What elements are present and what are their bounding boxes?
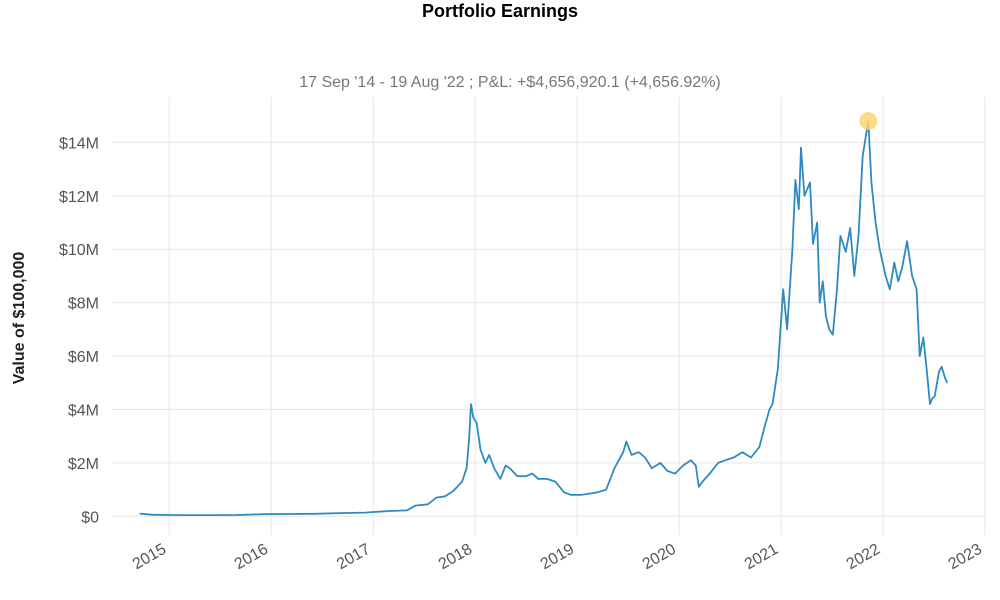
y-axis-label: Value of $100,000	[11, 252, 28, 385]
x-tick-label: 2019	[538, 541, 577, 574]
series-line	[139, 120, 949, 516]
x-tick-label: 2015	[130, 541, 169, 574]
x-tick-label: 2016	[232, 541, 271, 574]
y-tick-label: $6M	[68, 349, 99, 366]
chart-title: Portfolio Earnings	[421, 1, 578, 21]
x-tick-label: 2023	[946, 541, 985, 574]
y-tick-label: $0	[81, 509, 99, 526]
y-tick-label: $10M	[59, 242, 99, 259]
y-tick-label: $4M	[68, 402, 99, 419]
x-tick-label: 2020	[640, 541, 679, 574]
grid-layer	[112, 97, 986, 535]
y-tick-label: $8M	[68, 296, 99, 313]
x-tick-label: 2018	[436, 541, 475, 574]
series-layer	[139, 112, 949, 516]
y-tick-label: $14M	[59, 135, 99, 152]
y-tick-label: $2M	[68, 456, 99, 473]
x-tick-label: 2022	[844, 541, 883, 574]
y-tick-label: $12M	[59, 189, 99, 206]
y-axis: $0 $2M $4M $6M $8M $10M $12M $14M	[59, 135, 99, 526]
peak-marker	[859, 112, 878, 131]
x-tick-label: 2017	[334, 541, 373, 574]
x-tick-label: 2021	[742, 541, 781, 574]
chart-subtitle: 17 Sep '14 - 19 Aug '22 ; P&L: +$4,656,9…	[299, 74, 721, 91]
x-axis: 2015 2016 2017 2018 2019 2020 2021 2022 2023	[130, 541, 985, 574]
